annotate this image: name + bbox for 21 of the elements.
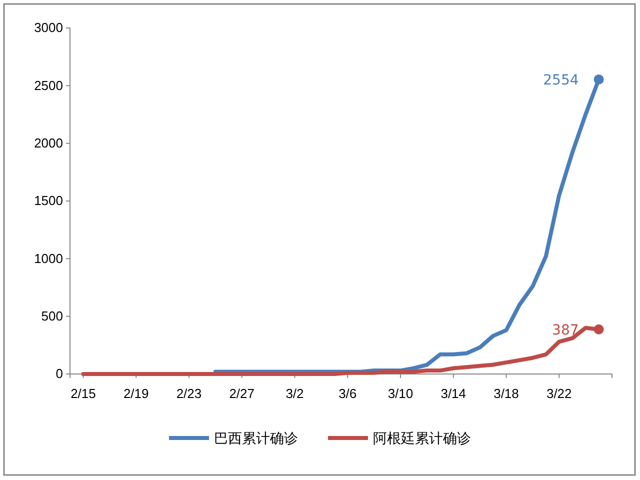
x-tick-label: 2/27 — [229, 386, 255, 401]
y-tick-label: 1000 — [34, 250, 63, 266]
y-tick-label: 2500 — [34, 78, 63, 93]
x-tick-label: 2/19 — [123, 386, 149, 401]
x-tick-label: 3/14 — [440, 386, 466, 401]
x-tick-label: 3/18 — [494, 386, 519, 401]
y-tick-label: 1500 — [34, 193, 63, 208]
x-tick-label: 3/2 — [286, 386, 304, 401]
y-tick-label: 3000 — [34, 20, 63, 36]
x-tick-label: 2/15 — [70, 386, 96, 401]
y-tick-label: 2000 — [34, 135, 63, 150]
y-tick-label: 0 — [56, 366, 63, 382]
annotation: 387 — [552, 322, 579, 338]
x-tick-label: 3/22 — [546, 386, 572, 401]
x-tick-label: 2/23 — [176, 386, 202, 401]
legend-label: 巴西累计确诊 — [214, 431, 298, 447]
legend-label: 阿根廷累计确诊 — [373, 431, 471, 447]
x-tick-label: 3/6 — [338, 386, 357, 401]
x-tick-label: 3/10 — [388, 386, 414, 401]
annotation: 2554 — [543, 72, 579, 88]
y-tick-label: 500 — [41, 308, 63, 324]
